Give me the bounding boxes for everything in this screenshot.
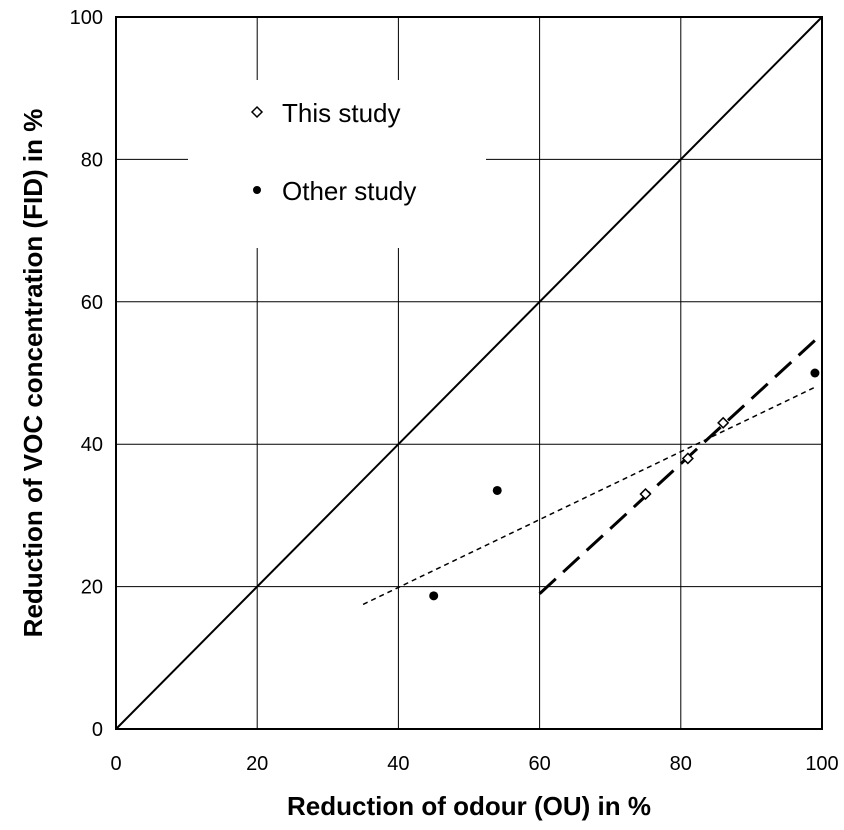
trend-lines: [115, 16, 824, 730]
y-axis-label: Reduction of VOC concentration (FID) in …: [18, 109, 48, 638]
x-tick-label: 0: [110, 753, 121, 775]
y-tick-label: 0: [92, 719, 103, 741]
point-this-study: [639, 487, 652, 501]
legend-label-this-study: This study: [282, 98, 401, 128]
legend: This study Other study: [188, 80, 486, 248]
x-axis-label: Reduction of odour (OU) in %: [287, 791, 651, 821]
point-other-study: [429, 591, 439, 601]
identity-line: [115, 16, 823, 730]
data-points: [429, 368, 820, 601]
point-this-study: [717, 416, 730, 429]
legend-label-other-study: Other study: [282, 176, 416, 206]
legend-marker-other-study: [253, 186, 261, 194]
y-tick-label: 60: [81, 292, 103, 314]
x-tick-label: 80: [670, 753, 692, 775]
y-tick-label: 80: [81, 149, 103, 171]
y-tick-label: 40: [81, 434, 103, 456]
legend-marker-this-study: [250, 105, 264, 119]
legend-background: [188, 80, 486, 248]
point-this-study: [681, 452, 694, 465]
point-other-study: [492, 485, 502, 495]
x-tick-label: 100: [805, 753, 838, 775]
y-tick-label: 20: [81, 577, 103, 599]
x-tick-label: 20: [246, 753, 268, 775]
tick-labels: 0 20 40 60 80 100 0 20 40 60 80 100: [70, 7, 839, 775]
x-tick-label: 60: [528, 753, 550, 775]
y-tick-label: 100: [70, 7, 103, 29]
plot-frame: [115, 16, 823, 730]
point-other-study: [810, 368, 820, 378]
trend-line-other-study: [362, 386, 816, 606]
x-tick-label: 40: [387, 753, 409, 775]
